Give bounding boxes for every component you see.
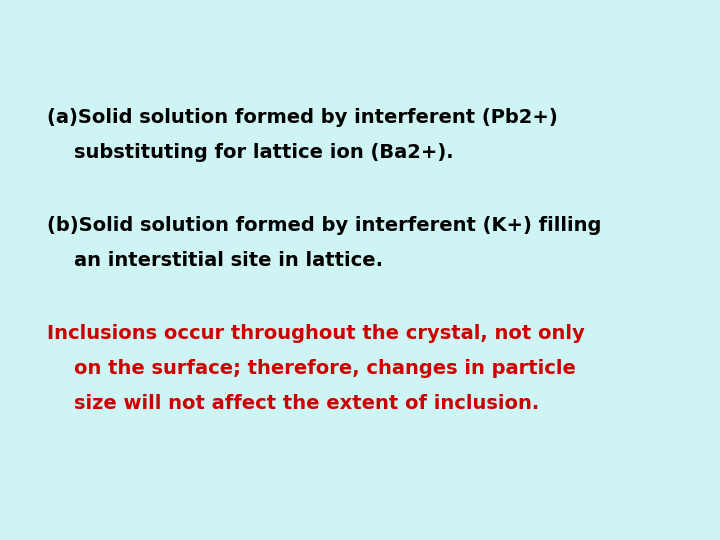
Text: Inclusions occur throughout the crystal, not only: Inclusions occur throughout the crystal,… [47,324,585,343]
Text: size will not affect the extent of inclusion.: size will not affect the extent of inclu… [47,394,539,413]
Text: substituting for lattice ion (Ba2+).: substituting for lattice ion (Ba2+). [47,143,454,162]
Text: an interstitial site in lattice.: an interstitial site in lattice. [47,251,383,270]
Text: on the surface; therefore, changes in particle: on the surface; therefore, changes in pa… [47,359,576,378]
Text: (a)Solid solution formed by interferent (Pb2+): (a)Solid solution formed by interferent … [47,108,557,127]
Text: (b)Solid solution formed by interferent (K+) filling: (b)Solid solution formed by interferent … [47,216,601,235]
